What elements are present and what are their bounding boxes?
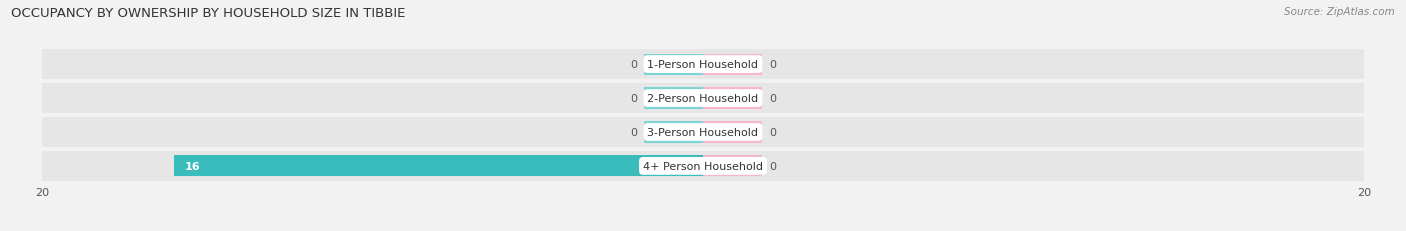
Bar — [174, 156, 703, 177]
Text: Source: ZipAtlas.com: Source: ZipAtlas.com — [1284, 7, 1395, 17]
Text: 0: 0 — [630, 128, 637, 137]
Text: 0: 0 — [769, 94, 776, 103]
Bar — [703, 88, 762, 109]
Bar — [703, 54, 762, 75]
Bar — [42, 151, 1364, 181]
Bar — [42, 50, 1364, 80]
Text: 2-Person Household: 2-Person Household — [647, 94, 759, 103]
Bar — [42, 83, 1364, 114]
Bar — [42, 117, 1364, 148]
Bar — [644, 88, 703, 109]
Text: 0: 0 — [630, 94, 637, 103]
Bar — [644, 54, 703, 75]
Text: OCCUPANCY BY OWNERSHIP BY HOUSEHOLD SIZE IN TIBBIE: OCCUPANCY BY OWNERSHIP BY HOUSEHOLD SIZE… — [11, 7, 405, 20]
Text: 1-Person Household: 1-Person Household — [648, 60, 758, 70]
Text: 4+ Person Household: 4+ Person Household — [643, 161, 763, 171]
Bar — [644, 122, 703, 143]
Text: 0: 0 — [630, 60, 637, 70]
Text: 0: 0 — [769, 60, 776, 70]
Text: 3-Person Household: 3-Person Household — [648, 128, 758, 137]
Text: 0: 0 — [769, 161, 776, 171]
Bar — [703, 156, 762, 177]
Text: 0: 0 — [769, 128, 776, 137]
Bar — [703, 122, 762, 143]
Text: 16: 16 — [184, 161, 200, 171]
